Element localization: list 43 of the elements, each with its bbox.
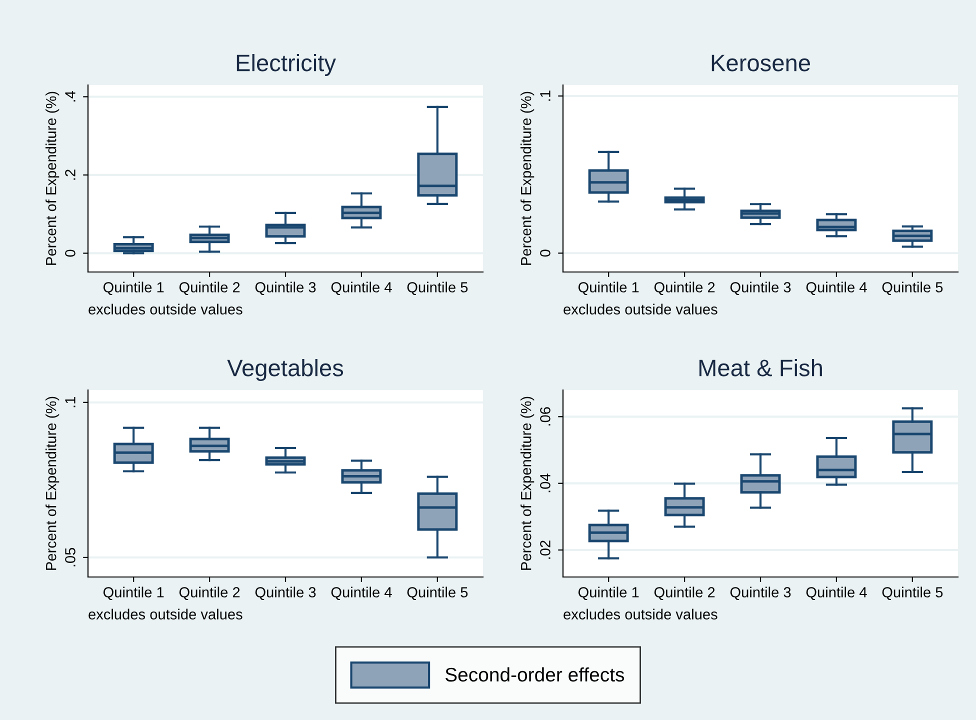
- text: excludes outside values: [88, 608, 242, 620]
- x-tick-label: Quintile 4: [331, 586, 392, 600]
- x-tick-label: Quintile 3: [255, 586, 316, 600]
- x-tick-label: Quintile 5: [882, 282, 943, 296]
- x-tick-label: Quintile 4: [331, 282, 392, 296]
- x-tick-label: Quintile 4: [806, 586, 867, 600]
- x-tick-label: Quintile 5: [407, 282, 468, 296]
- y-tick-label: .06: [540, 407, 550, 426]
- x-tick-label: Quintile 3: [730, 282, 791, 296]
- y-tick-label: .1: [540, 90, 550, 101]
- x-tick-label: Quintile 1: [103, 282, 164, 296]
- x-tick-label: Quintile 1: [578, 586, 639, 600]
- chart-title: Electricity: [236, 54, 336, 76]
- x-tick-label: Quintile 2: [179, 282, 240, 296]
- y-axis-title: Percent of Expenditure (%): [520, 396, 534, 570]
- y-tick-label: 0: [65, 250, 76, 257]
- y-tick-label: .02: [540, 540, 550, 559]
- x-tick-label: Quintile 3: [730, 586, 791, 600]
- chart-title: Kerosene: [712, 54, 810, 72]
- x-tick-label: Quintile 1: [103, 586, 164, 600]
- x-tick-label: Quintile 2: [179, 586, 240, 600]
- text: excludes outside values: [88, 304, 242, 314]
- x-tick-label: Quintile 2: [654, 282, 715, 296]
- y-axis-title: Percent of Expenditure (%): [46, 396, 60, 570]
- y-axis-title: Percent of Expenditure (%): [46, 92, 60, 265]
- y-tick-label: 0: [540, 250, 550, 257]
- y-tick-label: .2: [65, 170, 76, 180]
- y-tick-label: .04: [540, 474, 550, 492]
- chart-title: Vegetables: [227, 359, 344, 382]
- legend-label: Second-order effects: [445, 667, 624, 682]
- y-axis-title: Percent of Expenditure (%): [520, 92, 534, 265]
- chart-title: Meat & Fish: [699, 359, 822, 376]
- y-tick-label: .4: [65, 91, 76, 102]
- text: excludes outside values: [564, 608, 718, 620]
- x-tick-label: Quintile 5: [407, 586, 468, 600]
- x-tick-label: Quintile 1: [578, 282, 639, 296]
- text: excludes outside values: [564, 304, 718, 314]
- x-tick-label: Quintile 4: [806, 282, 867, 296]
- y-tick-label: .05: [65, 548, 76, 566]
- x-tick-label: Quintile 3: [255, 282, 316, 296]
- x-tick-label: Quintile 2: [654, 586, 715, 600]
- x-tick-label: Quintile 5: [882, 586, 943, 600]
- y-tick-label: .1: [65, 397, 76, 408]
